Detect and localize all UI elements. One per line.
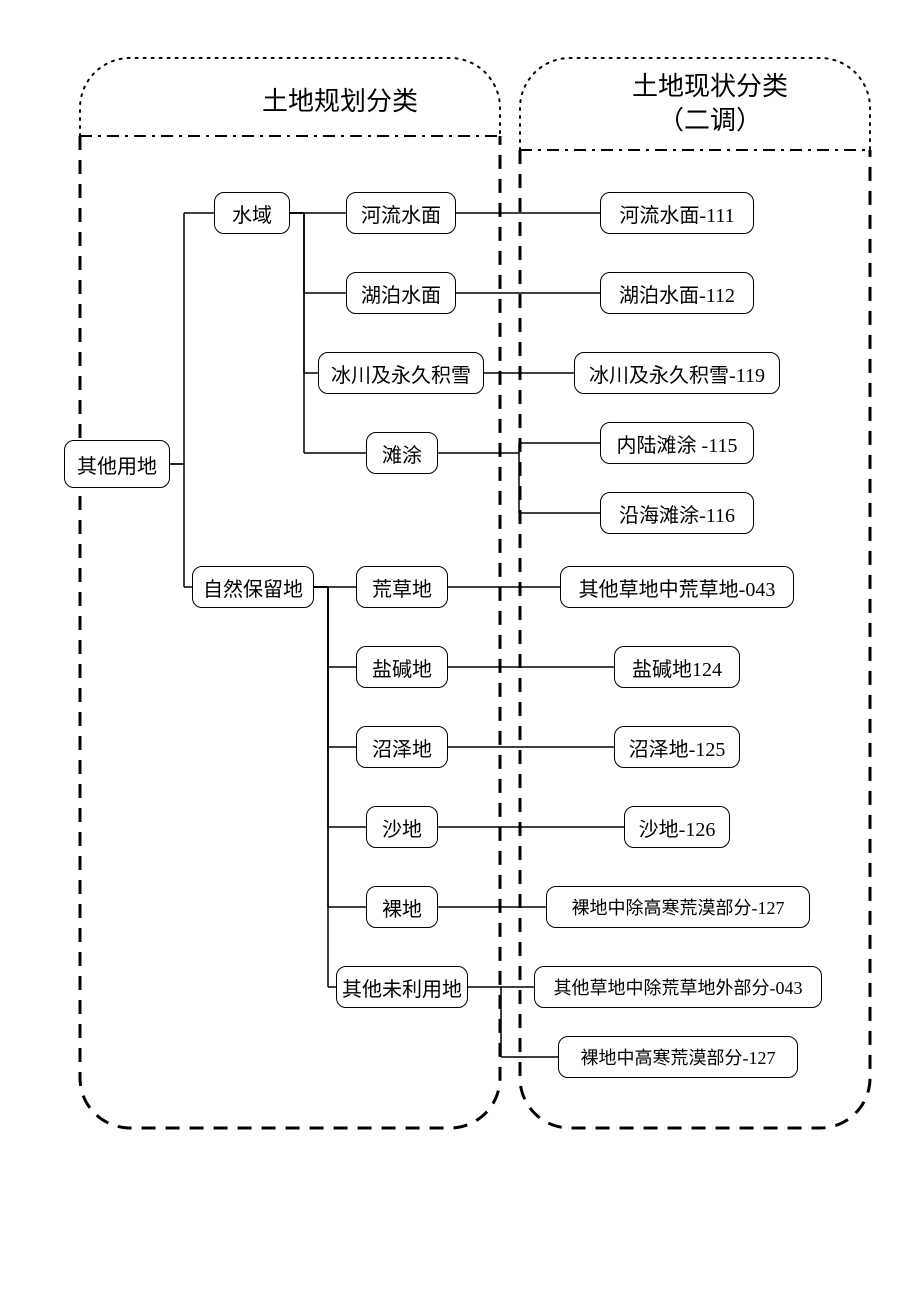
node-glacier-label: 冰川及永久积雪	[331, 359, 471, 388]
node-grass-label: 荒草地	[372, 573, 432, 602]
node-water: 水域	[214, 192, 290, 234]
node-r_other2-label: 裸地中高寒荒漠部分-127	[581, 1044, 776, 1070]
node-saline: 盐碱地	[356, 646, 448, 688]
node-tidal: 滩涂	[366, 432, 438, 474]
node-r_other1-label: 其他草地中除荒草地外部分-043	[554, 974, 803, 1000]
node-r_sand-label: 沙地-126	[639, 813, 716, 842]
node-r_other2: 裸地中高寒荒漠部分-127	[558, 1036, 798, 1078]
node-root-label: 其他用地	[77, 450, 157, 479]
node-swamp: 沼泽地	[356, 726, 448, 768]
node-r_tidal2-label: 沿海滩涂-116	[619, 499, 735, 528]
node-r_lake: 湖泊水面-112	[600, 272, 754, 314]
node-r_saline: 盐碱地124	[614, 646, 740, 688]
node-r_swamp-label: 沼泽地-125	[629, 733, 726, 762]
node-r_river-label: 河流水面-111	[619, 199, 734, 228]
node-tidal-label: 滩涂	[382, 439, 422, 468]
node-other-label: 其他未利用地	[342, 973, 462, 1002]
node-river: 河流水面	[346, 192, 456, 234]
header-right-line2: （二调）	[658, 106, 762, 135]
node-reserve: 自然保留地	[192, 566, 314, 608]
node-r_tidal2: 沿海滩涂-116	[600, 492, 754, 534]
node-r_bare: 裸地中除高寒荒漠部分-127	[546, 886, 810, 928]
header-right-line1: 土地现状分类	[632, 72, 788, 101]
node-r_glacier-label: 冰川及永久积雪-119	[589, 359, 765, 388]
header-left: 土地规划分类	[180, 85, 500, 119]
node-r_sand: 沙地-126	[624, 806, 730, 848]
node-r_tidal1-label: 内陆滩涂 -115	[617, 429, 738, 458]
node-sand: 沙地	[366, 806, 438, 848]
node-reserve-label: 自然保留地	[203, 573, 303, 602]
group-outlines	[0, 0, 920, 1302]
node-r_tidal1: 内陆滩涂 -115	[600, 422, 754, 464]
node-water-label: 水域	[232, 199, 272, 228]
node-bare: 裸地	[366, 886, 438, 928]
header-right: 土地现状分类 （二调）	[540, 70, 880, 138]
node-glacier: 冰川及永久积雪	[318, 352, 484, 394]
node-r_swamp: 沼泽地-125	[614, 726, 740, 768]
node-lake: 湖泊水面	[346, 272, 456, 314]
node-r_bare-label: 裸地中除高寒荒漠部分-127	[572, 894, 785, 920]
node-r_grass: 其他草地中荒草地-043	[560, 566, 794, 608]
node-r_grass-label: 其他草地中荒草地-043	[579, 573, 776, 602]
node-sand-label: 沙地	[382, 813, 422, 842]
node-other: 其他未利用地	[336, 966, 468, 1008]
node-swamp-label: 沼泽地	[372, 733, 432, 762]
node-r_river: 河流水面-111	[600, 192, 754, 234]
node-r_saline-label: 盐碱地124	[632, 653, 722, 682]
node-r_other1: 其他草地中除荒草地外部分-043	[534, 966, 822, 1008]
node-saline-label: 盐碱地	[372, 653, 432, 682]
node-river-label: 河流水面	[361, 199, 441, 228]
node-bare-label: 裸地	[382, 893, 422, 922]
header-left-text: 土地规划分类	[262, 87, 418, 116]
node-grass: 荒草地	[356, 566, 448, 608]
edge-layer	[0, 0, 920, 1302]
node-r_lake-label: 湖泊水面-112	[619, 279, 735, 308]
node-root: 其他用地	[64, 440, 170, 488]
node-r_glacier: 冰川及永久积雪-119	[574, 352, 780, 394]
node-lake-label: 湖泊水面	[361, 279, 441, 308]
